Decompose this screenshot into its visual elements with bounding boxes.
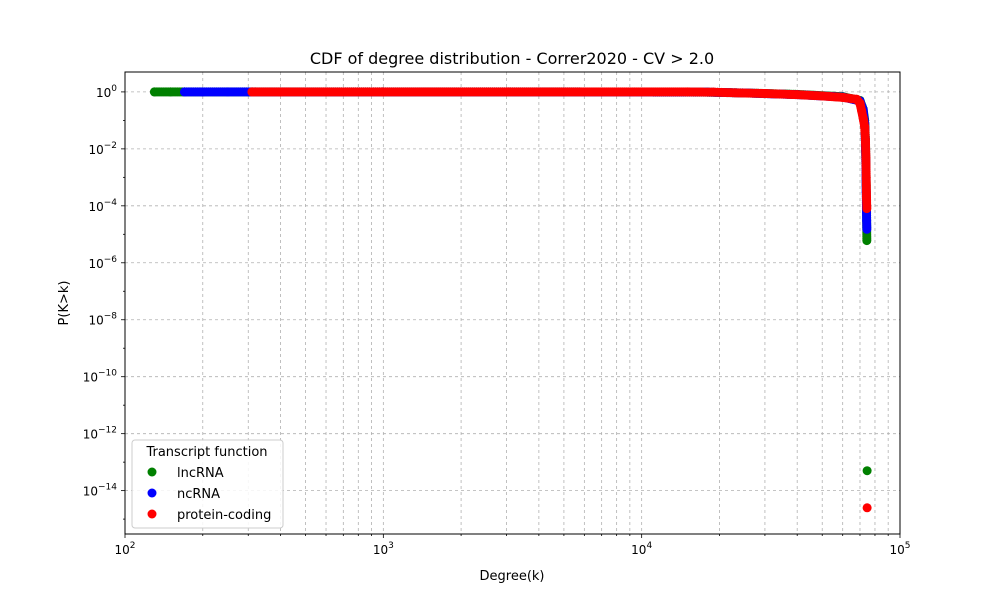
data-point <box>862 236 871 245</box>
data-point <box>860 122 869 131</box>
data-point <box>857 106 866 115</box>
data-point <box>322 87 331 96</box>
data-point <box>683 87 692 96</box>
legend-marker <box>148 468 157 477</box>
data-point <box>855 99 864 108</box>
data-point <box>502 87 511 96</box>
data-point <box>180 87 189 96</box>
legend-label: protein-coding <box>177 508 271 523</box>
legend: Transcript function lncRNA ncRNA protein-c… <box>132 440 283 528</box>
data-point <box>862 193 871 202</box>
data-point <box>862 204 871 213</box>
data-point <box>863 466 872 475</box>
data-point <box>276 87 285 96</box>
legend-label: lncRNA <box>177 466 224 481</box>
data-point <box>198 87 207 96</box>
y-axis-label: P(K>k) <box>57 281 72 326</box>
data-point <box>861 136 870 145</box>
data-point <box>760 89 769 98</box>
data-point <box>793 90 802 99</box>
data-point <box>863 503 872 512</box>
legend-title: Transcript function <box>145 445 267 460</box>
data-point <box>247 87 256 96</box>
data-point <box>709 88 718 97</box>
data-point <box>731 88 740 97</box>
data-point <box>818 91 827 100</box>
data-point <box>861 153 870 162</box>
data-point <box>166 87 175 96</box>
data-point <box>379 87 388 96</box>
data-point <box>223 87 232 96</box>
data-point <box>859 114 868 123</box>
x-axis-label: Degree(k) <box>480 569 545 584</box>
data-point <box>612 87 621 96</box>
data-point <box>862 216 871 225</box>
chart-title: CDF of degree distribution - Correr2020 … <box>310 49 714 68</box>
data-point <box>150 87 159 96</box>
legend-marker <box>148 489 157 498</box>
legend-marker <box>148 510 157 519</box>
data-point <box>862 225 871 234</box>
legend-label: ncRNA <box>177 487 220 502</box>
data-point <box>838 93 847 102</box>
data-point <box>862 173 871 182</box>
